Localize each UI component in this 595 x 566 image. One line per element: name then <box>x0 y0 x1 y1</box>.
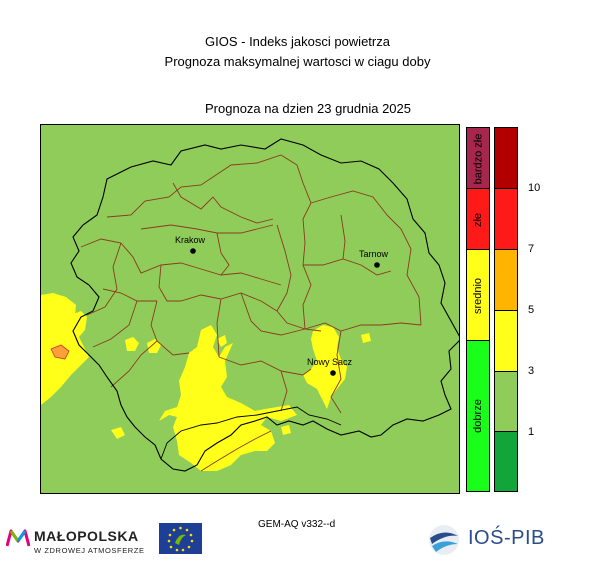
ios-globe-icon <box>429 525 459 555</box>
category-bad <box>467 189 489 250</box>
scale-segment-2 <box>495 189 517 250</box>
city-tarnow: Tarnow <box>359 249 389 268</box>
ios-pib-text: IOŚ-PIB <box>468 527 545 549</box>
malopolska-title: MAŁOPOLSKA <box>34 528 139 544</box>
forecast-date: Prognoza na dzien 23 grudnia 2025 <box>205 101 411 116</box>
scale-segment-3 <box>495 250 517 311</box>
map-svg: Krakow Tarnow Nowy Sacz <box>41 125 459 493</box>
city-label-nowy-sacz: Nowy Sacz <box>307 357 353 367</box>
scale-tick-3: 3 <box>528 365 535 377</box>
forecast-map: Krakow Tarnow Nowy Sacz <box>40 124 460 494</box>
city-nowy-sacz: Nowy Sacz <box>307 357 353 376</box>
category-good <box>467 341 489 491</box>
scale-tick-7: 7 <box>528 243 535 255</box>
orange-hotspot <box>50 344 70 360</box>
border-line-south <box>160 406 342 460</box>
city-label-krakow: Krakow <box>175 235 206 245</box>
city-krakow: Krakow <box>175 235 206 254</box>
category-very-bad <box>467 128 489 189</box>
scale-tick-5: 5 <box>528 304 535 316</box>
category-label-very-bad: bardzo złe <box>472 133 485 184</box>
eu-stars-icon <box>167 526 194 552</box>
city-marker-krakow <box>190 248 196 254</box>
category-legend: bardzo złe złe srednio dobrze <box>466 127 490 492</box>
malopolska-logo: MAŁOPOLSKA W ZDROWEJ ATMOSFERZE <box>6 524 156 564</box>
scale-segment-5 <box>495 372 517 432</box>
scale-tick-10: 10 <box>528 182 541 194</box>
city-marker-nowy-sacz <box>330 370 336 376</box>
category-moderate <box>467 250 489 341</box>
scale-segment-6 <box>495 432 517 491</box>
scale-segment-1 <box>495 128 517 189</box>
city-label-tarnow: Tarnow <box>359 249 389 259</box>
category-label-good: dobrze <box>472 399 485 433</box>
eu-life-logo <box>159 523 202 554</box>
scale-tick-1: 1 <box>528 426 535 438</box>
map-title: GIOS - Indeks jakosci powietrza <box>205 34 390 49</box>
category-label-bad: złe <box>472 212 484 227</box>
malopolska-m-icon <box>6 529 30 547</box>
model-label: GEM-AQ v332--d <box>258 519 336 530</box>
scale-segment-4 <box>495 311 517 372</box>
malopolska-subtitle: W ZDROWEJ ATMOSFERZE <box>34 546 145 555</box>
map-subtitle: Prognoza maksymalnej wartosci w ciagu do… <box>164 54 431 69</box>
category-label-moderate: srednio <box>472 277 485 314</box>
value-scale <box>494 127 518 492</box>
county-borders <box>80 154 422 472</box>
city-marker-tarnow <box>374 262 380 268</box>
province-border <box>70 138 459 472</box>
ios-pib-logo: IOŚ-PIB <box>426 522 566 558</box>
